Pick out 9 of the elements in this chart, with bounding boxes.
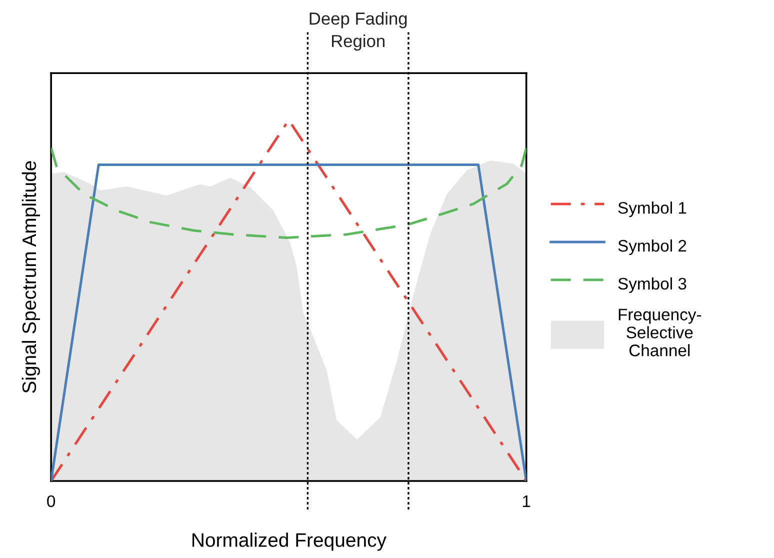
legend-label: Symbol 1	[618, 202, 686, 218]
legend-label: Symbol 3	[618, 277, 686, 293]
y-axis-title: Signal Spectrum Amplitude	[22, 161, 40, 393]
legend-label: Symbol 2	[618, 239, 686, 255]
text: Deep Fading Region	[310, 12, 407, 51]
x-tick-label: 0	[47, 495, 56, 508]
x-tick-label: 1	[522, 495, 530, 507]
legend-label: Frequency-Selective Channel	[618, 308, 702, 356]
x-axis-title: Normalized Frequency	[192, 532, 386, 551]
